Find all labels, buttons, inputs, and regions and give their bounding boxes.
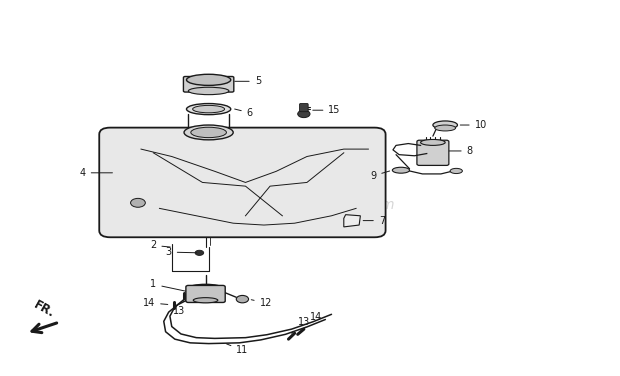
Text: 5: 5	[235, 76, 261, 86]
Circle shape	[195, 250, 204, 255]
Text: 12: 12	[251, 298, 272, 308]
Ellipse shape	[193, 298, 218, 303]
Ellipse shape	[193, 105, 224, 113]
Text: 8: 8	[449, 146, 473, 156]
Circle shape	[298, 110, 310, 118]
Text: 6: 6	[234, 108, 253, 118]
Text: 13: 13	[291, 317, 310, 333]
Circle shape	[236, 296, 249, 303]
Text: 9: 9	[370, 171, 389, 181]
Polygon shape	[344, 215, 360, 227]
FancyBboxPatch shape	[184, 76, 234, 92]
Ellipse shape	[420, 139, 445, 146]
Ellipse shape	[187, 103, 231, 115]
Ellipse shape	[392, 167, 410, 173]
Text: 7: 7	[363, 215, 385, 226]
Ellipse shape	[184, 125, 233, 140]
Text: 2: 2	[150, 240, 170, 250]
FancyBboxPatch shape	[299, 103, 308, 112]
Ellipse shape	[188, 87, 229, 95]
Text: FR.: FR.	[32, 299, 57, 321]
Ellipse shape	[188, 284, 223, 292]
Circle shape	[131, 199, 145, 207]
Text: 10: 10	[460, 120, 487, 130]
FancyBboxPatch shape	[99, 127, 386, 237]
FancyBboxPatch shape	[186, 285, 225, 302]
Ellipse shape	[450, 168, 463, 174]
Text: 4: 4	[79, 168, 112, 178]
Text: 3: 3	[166, 247, 197, 257]
Ellipse shape	[435, 125, 456, 131]
Text: 11: 11	[226, 344, 249, 355]
Text: 1: 1	[150, 279, 185, 291]
Text: 14: 14	[306, 312, 322, 327]
Ellipse shape	[187, 74, 231, 85]
Text: 13: 13	[173, 298, 185, 316]
Text: 14: 14	[143, 298, 168, 308]
Text: eReplacementParts.com: eReplacementParts.com	[225, 198, 395, 212]
Ellipse shape	[433, 121, 458, 129]
Ellipse shape	[191, 127, 226, 138]
Text: 15: 15	[312, 105, 341, 115]
FancyBboxPatch shape	[417, 140, 449, 165]
